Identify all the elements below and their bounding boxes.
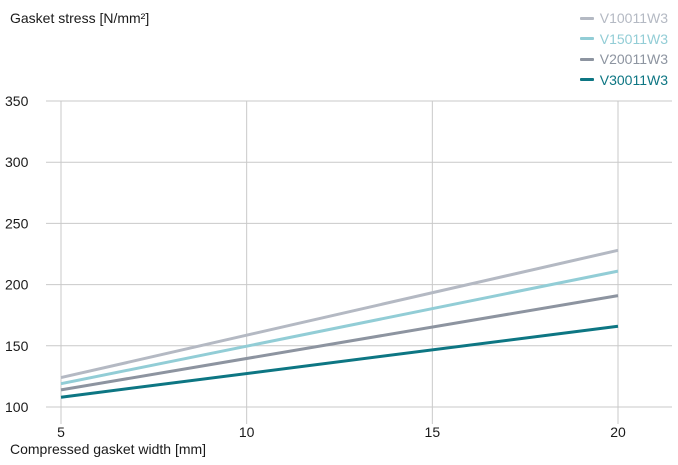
x-tick-label: 10 bbox=[239, 424, 255, 440]
y-tick-label: 150 bbox=[5, 338, 29, 354]
legend-swatch bbox=[579, 78, 594, 82]
series-line-V10011W3 bbox=[60, 248, 619, 380]
y-axis-label: Gasket stress [N/mm²] bbox=[10, 10, 150, 26]
legend-item-V15011W3: V15011W3 bbox=[579, 29, 668, 50]
legend-label: V30011W3 bbox=[599, 71, 668, 88]
y-tick-label: 100 bbox=[5, 399, 29, 415]
x-tick-label: 15 bbox=[425, 424, 441, 440]
y-tick-label: 300 bbox=[5, 154, 29, 170]
series-line-V30011W3 bbox=[60, 324, 619, 399]
x-tick-label: 20 bbox=[610, 424, 626, 440]
y-tick-label: 350 bbox=[5, 93, 29, 109]
legend-swatch bbox=[579, 57, 594, 61]
legend: V10011W3 V15011W3 V20011W3 V30011W3 bbox=[579, 8, 668, 91]
legend-swatch bbox=[579, 16, 594, 20]
y-tick-label: 200 bbox=[5, 277, 29, 293]
legend-label: V10011W3 bbox=[599, 10, 668, 27]
series-line-V20011W3 bbox=[60, 294, 619, 392]
legend-item-V10011W3: V10011W3 bbox=[579, 8, 668, 29]
legend-item-V20011W3: V20011W3 bbox=[579, 49, 668, 70]
legend-label: V15011W3 bbox=[599, 30, 668, 47]
y-tick-label: 250 bbox=[5, 215, 29, 231]
legend-swatch bbox=[579, 37, 594, 41]
x-axis-label: Compressed gasket width [mm] bbox=[10, 441, 207, 457]
x-tick-label: 5 bbox=[57, 424, 65, 440]
legend-item-V30011W3: V30011W3 bbox=[579, 70, 668, 91]
series-line-V15011W3 bbox=[60, 269, 619, 386]
legend-label: V20011W3 bbox=[599, 51, 668, 68]
